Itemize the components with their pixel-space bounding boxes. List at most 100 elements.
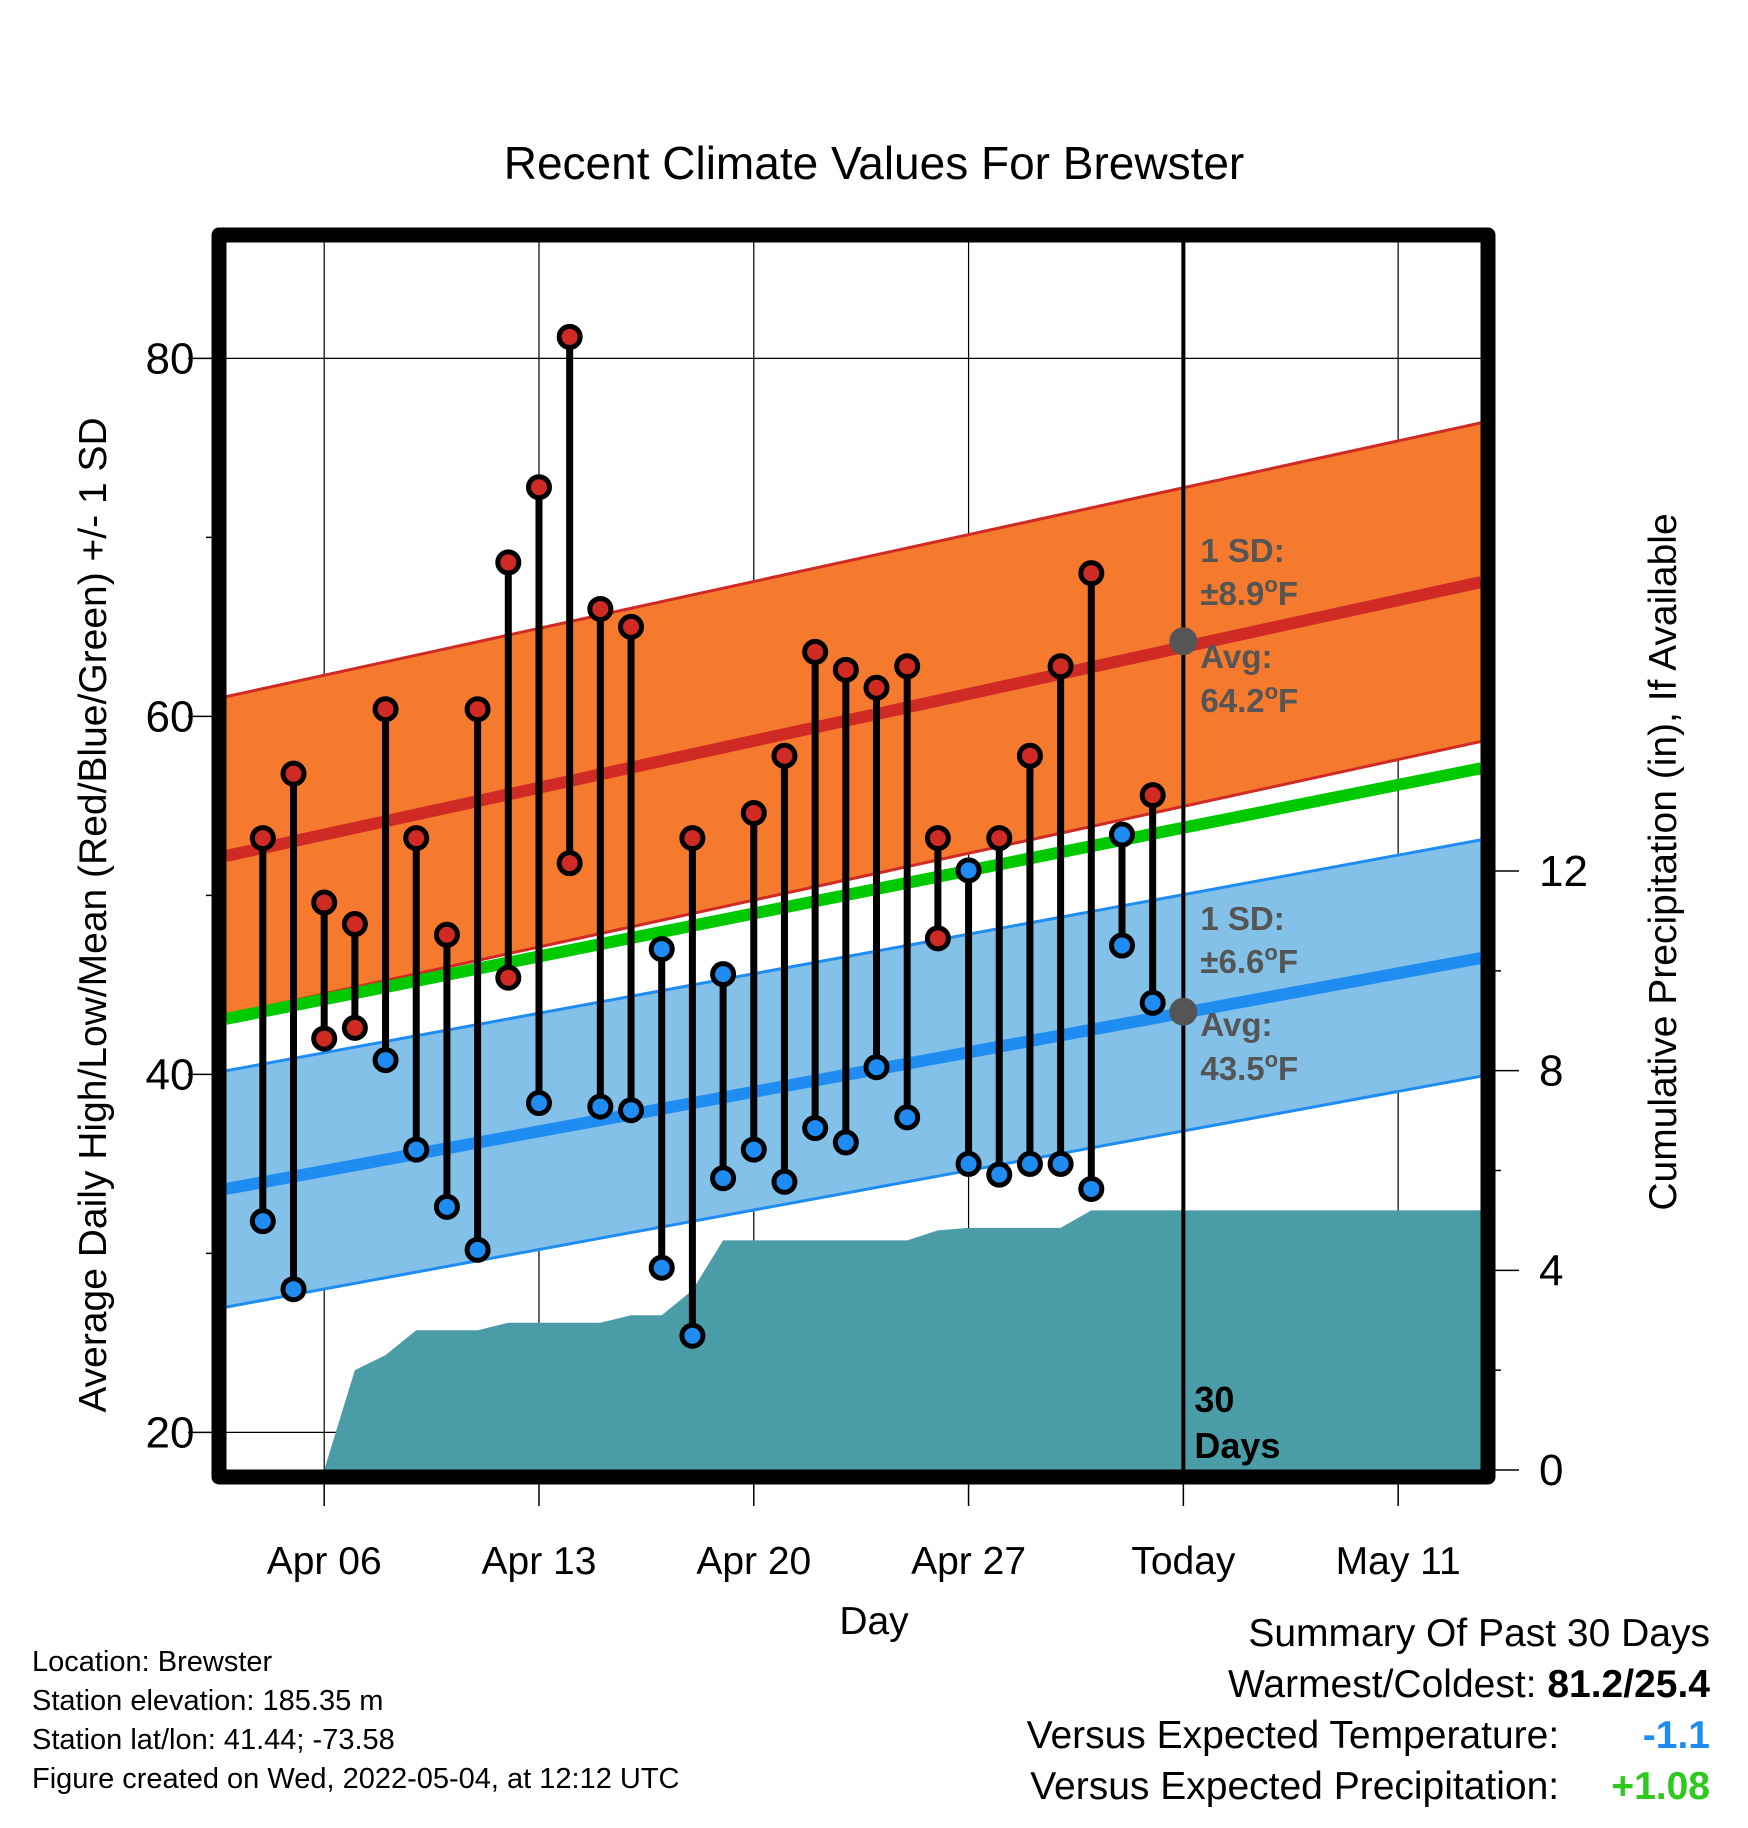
location-text: Location: Brewster <box>32 1646 273 1678</box>
temp-value: -1.1 <box>1642 1714 1710 1757</box>
high-point <box>249 825 276 852</box>
summary-title: Summary Of Past 30 Days <box>1248 1612 1710 1655</box>
high-point <box>955 857 982 884</box>
temp-label: Versus Expected Temperature: <box>1026 1714 1560 1757</box>
avg-low-marker <box>1169 997 1198 1026</box>
high-point <box>403 825 430 852</box>
elevation-text: Station elevation: 185.35 m <box>32 1685 384 1717</box>
precip-value: +1.08 <box>1611 1765 1710 1808</box>
high-point <box>280 760 307 787</box>
high-point <box>1047 653 1074 680</box>
latlon-text: Station lat/lon: 41.44; -73.58 <box>32 1724 395 1756</box>
high-point <box>618 613 645 640</box>
high-point <box>740 800 767 827</box>
low-point <box>311 1025 338 1052</box>
high-point <box>924 825 951 852</box>
low-avg-label: Avg: <box>1200 1006 1272 1043</box>
low-point <box>679 1322 706 1349</box>
high-point <box>1139 782 1166 809</box>
normal-low-line <box>226 952 1481 1195</box>
low-point <box>525 1090 552 1117</box>
high-point <box>986 825 1013 852</box>
high-point <box>679 825 706 852</box>
high-point <box>863 674 890 701</box>
low-sd-value: ±6.6oF <box>1200 940 1298 980</box>
high-point <box>1016 742 1043 769</box>
high-point <box>341 911 368 938</box>
plot-area: 20 40 60 80 0 4 8 12 Apr 06 Apr 13 Apr 20 Apr 27 Tod… <box>146 227 1588 1583</box>
station-info: Location: Brewster Station elevation: 18… <box>32 1643 680 1799</box>
low-point <box>1108 932 1135 959</box>
high-point <box>587 595 614 622</box>
high-point <box>433 921 460 948</box>
created-text: Figure created on Wed, 2022-05-04, at 12… <box>32 1763 680 1795</box>
low-point <box>955 1150 982 1177</box>
y2-tick-label: 4 <box>1539 1246 1563 1295</box>
today-days-number: 30 <box>1194 1379 1234 1420</box>
low-point <box>1078 1175 1105 1202</box>
high-point <box>311 889 338 916</box>
precip-area <box>238 1210 1481 1470</box>
x-tick-label: Apr 06 <box>267 1540 382 1583</box>
low-sd-band-edge <box>226 1074 1481 1309</box>
high-point <box>372 696 399 723</box>
y2-tick-label: 0 <box>1539 1446 1563 1495</box>
low-point <box>648 1254 675 1281</box>
x-tick-label: May 11 <box>1336 1540 1461 1583</box>
high-sd-band-edge <box>226 421 1481 699</box>
low-point <box>924 925 951 952</box>
today-days-word: Days <box>1194 1425 1280 1466</box>
low-point <box>556 850 583 877</box>
high-point <box>525 474 552 501</box>
y-axis-label: Average Daily High/Low/Mean (Red/Blue/Gr… <box>72 417 115 1412</box>
x-tick-label: Apr 27 <box>911 1540 1026 1583</box>
low-point <box>894 1104 921 1131</box>
low-point <box>587 1093 614 1120</box>
low-point <box>740 1136 767 1163</box>
high-point <box>648 936 675 963</box>
summary-panel: Summary Of Past 30 Days Warmest/Coldest:… <box>1027 1608 1710 1812</box>
high-point <box>495 549 522 576</box>
low-point <box>433 1193 460 1220</box>
high-point <box>1108 821 1135 848</box>
low-point <box>863 1054 890 1081</box>
low-avg-value: 43.5oF <box>1200 1047 1298 1087</box>
high-point <box>802 638 829 665</box>
x-axis-label: Day <box>839 1600 909 1643</box>
y-tick-label: 60 <box>146 692 195 741</box>
y2-tick-label: 12 <box>1539 847 1588 896</box>
normal-high-line <box>226 576 1481 862</box>
summary-precip-row: Versus Expected Precipitation: +1.08 <box>1027 1761 1710 1812</box>
y-tick-label: 40 <box>146 1050 195 1099</box>
low-point <box>341 1014 368 1041</box>
normal-mean-line <box>226 762 1481 1025</box>
high-sd-band-edge <box>226 739 1481 1017</box>
x-tick-label: Today <box>1131 1540 1236 1583</box>
low-point <box>986 1161 1013 1188</box>
warmest-label: Warmest/Coldest: <box>1228 1663 1537 1706</box>
warmest-value: 81.2/25.4 <box>1547 1663 1710 1706</box>
low-point <box>710 1165 737 1192</box>
low-point <box>280 1276 307 1303</box>
high-point <box>556 323 583 350</box>
high-avg-value: 64.2oF <box>1200 679 1298 719</box>
low-point <box>249 1208 276 1235</box>
low-point <box>1047 1150 1074 1177</box>
high-avg-label: Avg: <box>1200 638 1272 675</box>
high-point <box>894 653 921 680</box>
low-point <box>403 1136 430 1163</box>
precip-label: Versus Expected Precipitation: <box>1030 1765 1560 1808</box>
plot-frame <box>211 227 1496 1485</box>
y2-tick-label: 8 <box>1539 1047 1563 1096</box>
high-point <box>710 961 737 988</box>
x-tick-label: Apr 20 <box>696 1540 811 1583</box>
plot-inner <box>226 242 1481 1470</box>
low-point <box>771 1168 798 1195</box>
high-point <box>1078 560 1105 587</box>
y-tick-label: 80 <box>146 334 195 383</box>
summary-temp-row: Versus Expected Temperature: -1.1 <box>1027 1710 1710 1761</box>
y-tick-label: 20 <box>146 1408 195 1457</box>
high-sd-label: 1 SD: <box>1200 532 1284 569</box>
avg-high-marker <box>1169 627 1198 656</box>
